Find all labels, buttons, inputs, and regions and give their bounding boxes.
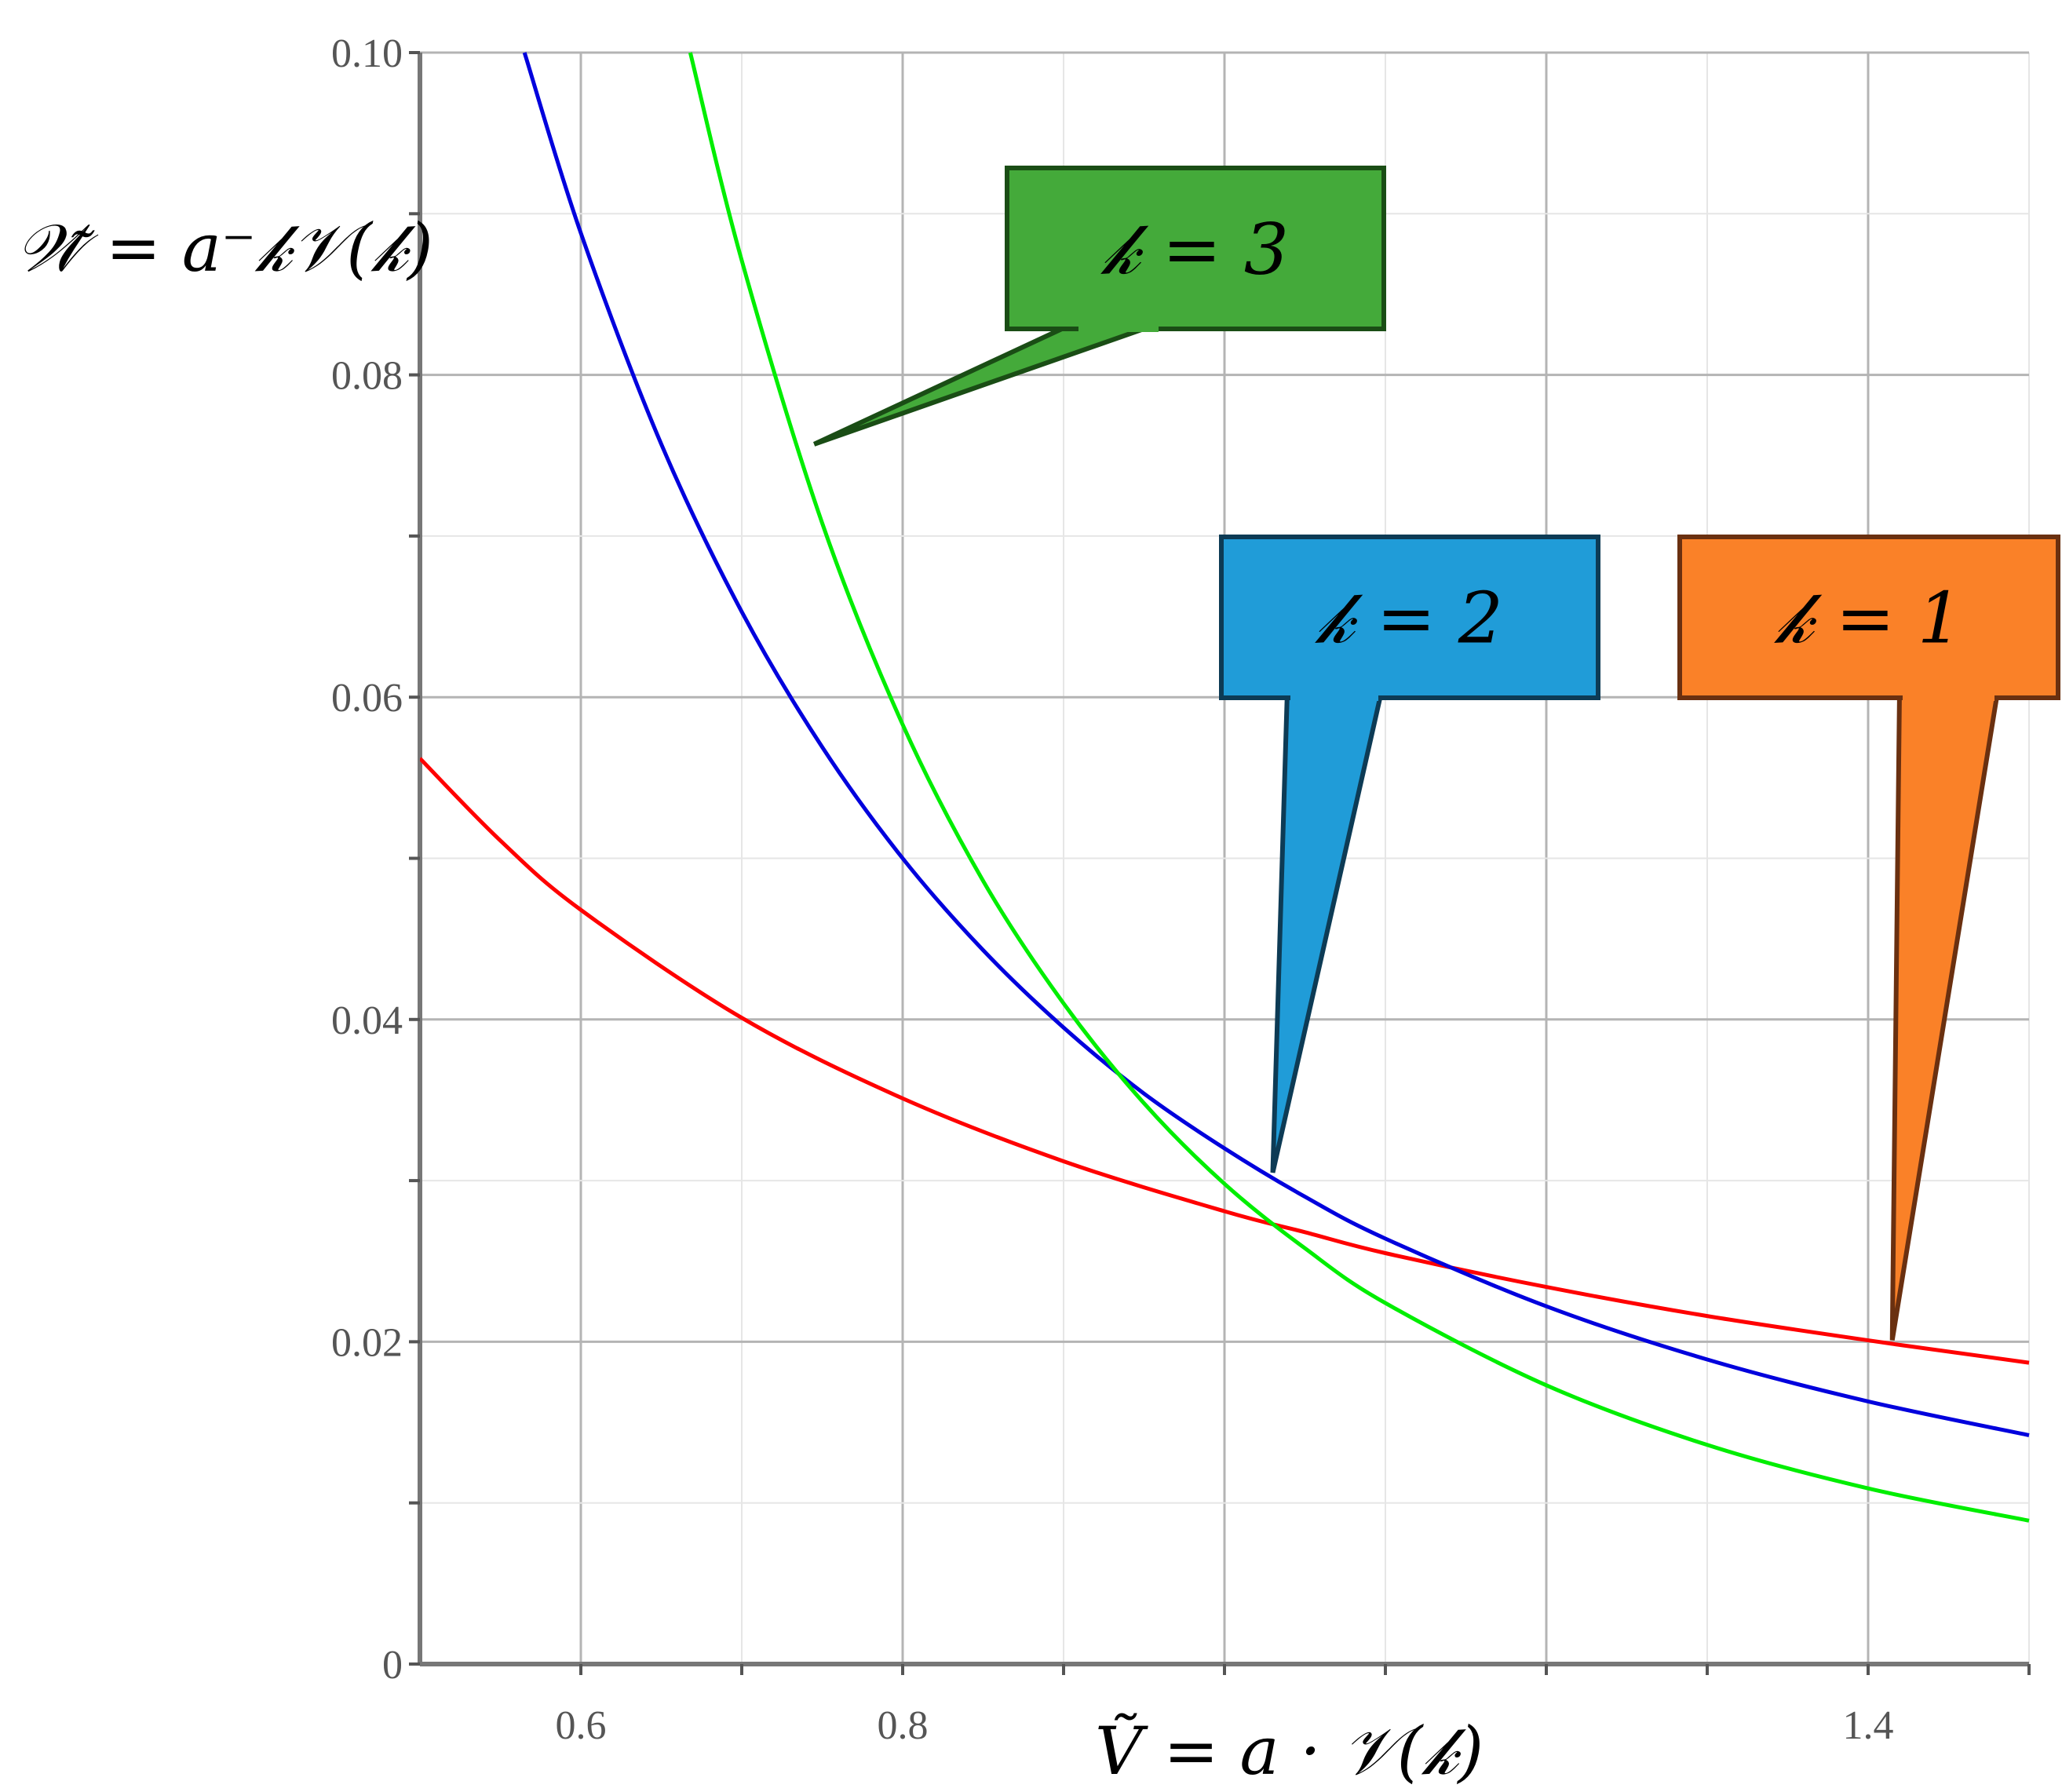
x-tick-label: 0.8 xyxy=(878,1703,929,1748)
y-axis-title: 𝒲̃ = a⁻𝓀𝒱(𝓀) xyxy=(16,210,433,287)
series-line-3 xyxy=(688,52,2030,1523)
x-tick-label: 1.4 xyxy=(1843,1703,1894,1748)
callout-box xyxy=(1677,535,2060,700)
tick-labels: 0.6 0.8 1.4 0 0.02 0.04 0.06 0.08 0.10 xyxy=(331,31,1894,1748)
y-tick-label: 0 xyxy=(382,1643,403,1688)
callout-box xyxy=(1219,535,1600,700)
series-line-2 xyxy=(522,52,2030,1437)
y-tick-label: 0.08 xyxy=(331,354,403,399)
callout-box xyxy=(1005,166,1386,331)
callout-pointer xyxy=(812,320,1162,447)
series-line-1 xyxy=(420,757,2030,1365)
callout-label: 𝓀 = 3 xyxy=(1100,209,1289,291)
x-axis-title: Ṽ = a · 𝒱(𝓀) xyxy=(1095,1713,1484,1790)
callout: 𝓀 = 1 xyxy=(1677,535,2060,1341)
y-tick-label: 0.04 xyxy=(331,998,403,1043)
callout-pointer xyxy=(1270,689,1385,1173)
callouts: 𝓀 = 3 𝓀 = 2 𝓀 = 1 xyxy=(812,166,2060,1341)
y-tick-label: 0.10 xyxy=(331,31,403,76)
series-layer xyxy=(420,52,2030,1523)
callout-label: 𝓀 = 1 xyxy=(1774,578,1962,660)
y-tick-label: 0.02 xyxy=(331,1320,403,1365)
callout-label: 𝓀 = 2 xyxy=(1315,578,1503,660)
axes xyxy=(409,51,2031,1675)
callout: 𝓀 = 3 xyxy=(812,166,1386,447)
y-tick-label: 0.06 xyxy=(331,676,403,721)
callout-pointer xyxy=(1889,689,2001,1341)
x-tick-label: 0.6 xyxy=(556,1703,607,1748)
callout: 𝓀 = 2 xyxy=(1219,535,1600,1173)
